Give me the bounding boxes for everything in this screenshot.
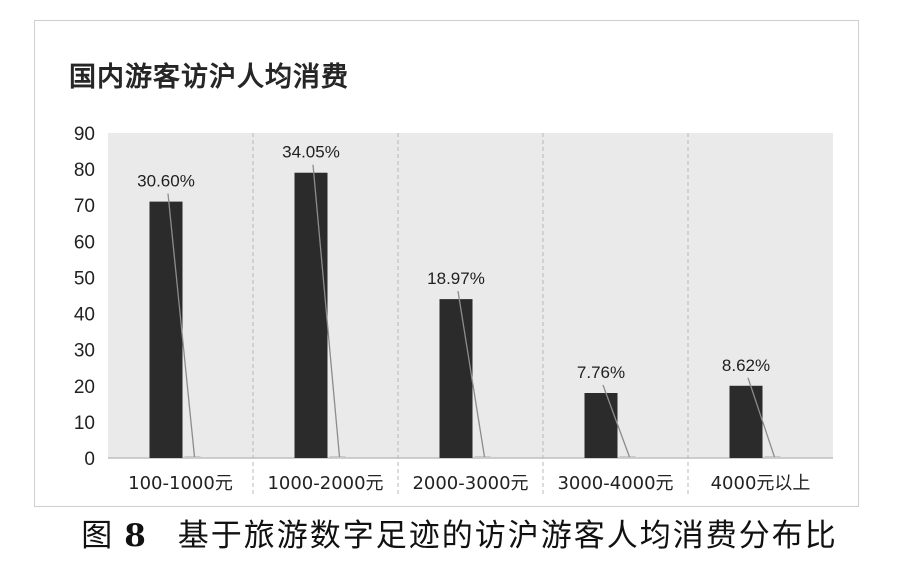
data-label: 30.60% [137, 172, 195, 191]
figure-caption: 图 8 基于旅游数字足迹的访沪游客人均消费分布比 [0, 510, 919, 555]
y-tick-label: 30 [74, 341, 95, 362]
y-tick-label: 70 [74, 196, 95, 217]
leader-line [312, 164, 341, 458]
caption-number: 8 [124, 518, 148, 554]
y-tick-label: 50 [74, 268, 95, 289]
x-tick-label: 3000-4000元 [557, 473, 673, 494]
leader-line [747, 377, 776, 458]
y-tick-label: 60 [74, 232, 95, 253]
data-label: 7.76% [577, 363, 625, 382]
leader-line [602, 384, 631, 458]
bar [149, 201, 183, 458]
y-tick-label: 40 [74, 305, 95, 326]
leader-line [457, 291, 486, 458]
y-tick-label: 0 [84, 449, 95, 470]
x-tick-label: 2000-3000元 [412, 473, 528, 494]
bar-stub [184, 456, 201, 458]
bar-stub [474, 456, 491, 458]
bar [439, 299, 473, 458]
x-tick-label: 4000元以上 [711, 473, 811, 494]
bar [584, 393, 618, 458]
caption-prefix: 图 [81, 518, 115, 554]
bar [729, 385, 763, 458]
chart-title: 国内游客访沪人均消费 [69, 62, 349, 93]
bar-stub [329, 456, 346, 458]
bar-stub [764, 456, 781, 458]
y-tick-label: 20 [74, 377, 95, 398]
leader-line [167, 193, 196, 458]
x-tick-label: 1000-2000元 [267, 473, 383, 494]
bar-stub [619, 456, 636, 458]
data-label: 34.05% [282, 143, 340, 162]
y-tick-label: 80 [74, 160, 95, 181]
caption-text: 基于旅游数字足迹的访沪游客人均消费分布比 [177, 518, 838, 554]
bar [294, 172, 328, 458]
y-tick-label: 90 [74, 124, 95, 145]
y-tick-label: 10 [74, 413, 95, 434]
data-label: 8.62% [722, 356, 770, 375]
x-tick-label: 100-1000元 [128, 473, 233, 494]
data-label: 18.97% [427, 269, 485, 288]
